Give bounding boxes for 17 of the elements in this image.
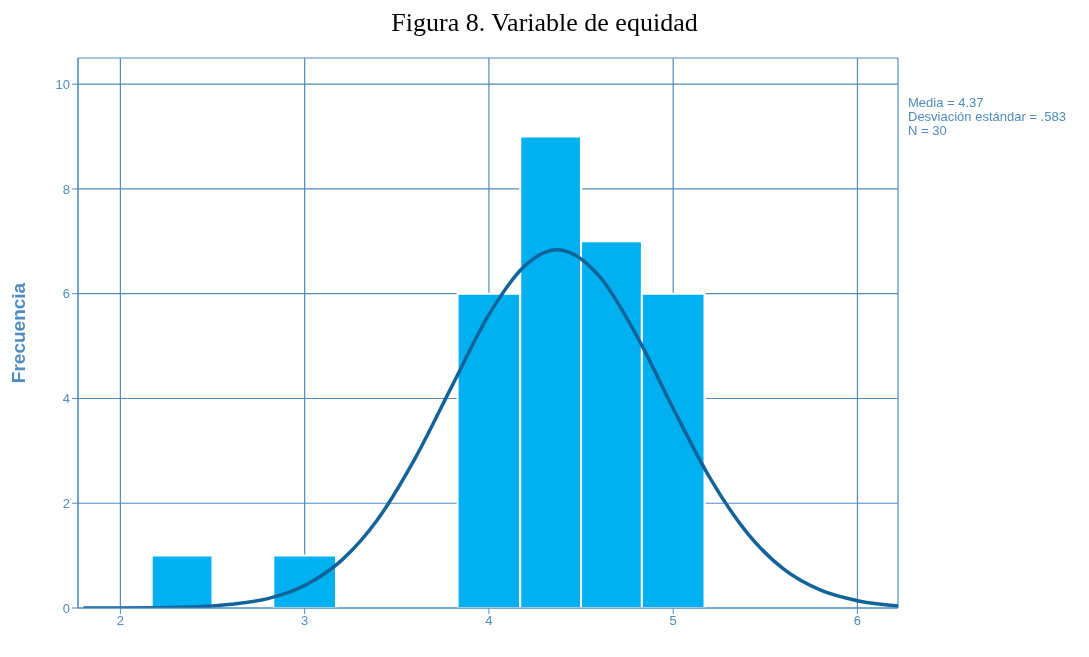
x-tick-label: 3: [301, 613, 309, 629]
y-tick-label: 2: [62, 495, 70, 511]
y-axis-title: Frecuencia: [7, 282, 29, 384]
y-tick-label: 0: [62, 600, 70, 616]
y-tick-label: 8: [62, 181, 70, 197]
line-series: [81, 247, 898, 608]
y-tick-label: 6: [62, 286, 70, 302]
y-tick-label: 4: [62, 391, 70, 407]
x-tick-label: 2: [116, 613, 124, 629]
y-tick-label: 10: [55, 76, 70, 92]
text: N = 30: [908, 123, 948, 138]
chart-title: Figura 8. Variable de equidad: [390, 8, 699, 39]
x-tick-label: 5: [669, 613, 677, 629]
text: Desviación estándar = .583: [908, 109, 1066, 124]
x-tick-label: 6: [853, 613, 862, 629]
text: Media = 4.37: [908, 95, 985, 110]
x-tick-label: 4: [485, 613, 493, 629]
